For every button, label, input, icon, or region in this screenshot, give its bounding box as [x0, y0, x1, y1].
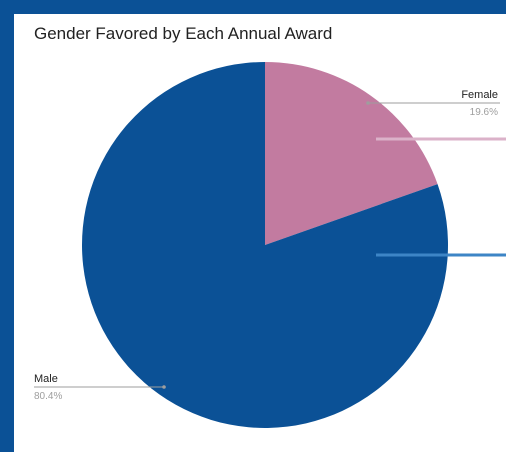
male-percent-label: 80.4%: [34, 391, 62, 402]
chart-panel: Gender Favored by Each Annual Award Fema…: [14, 14, 506, 452]
female-label: Female: [461, 89, 498, 101]
pie-chart: Female 19.6% Male 80.4%: [34, 62, 506, 428]
male-leader-dot: [162, 385, 166, 389]
chart-title: Gender Favored by Each Annual Award: [34, 24, 333, 43]
male-label: Male: [34, 373, 58, 385]
female-leader-dot: [366, 101, 370, 105]
female-percent-label: 19.6%: [470, 107, 498, 118]
pie-slice-male[interactable]: [81, 62, 448, 428]
pie-slice-female[interactable]: [265, 62, 438, 245]
